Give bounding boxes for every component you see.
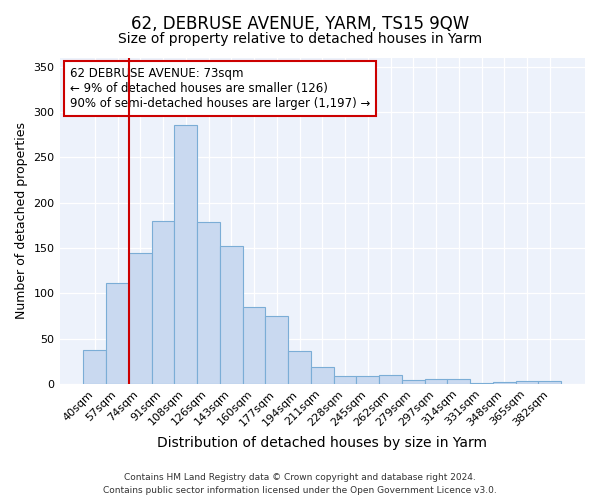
Bar bbox=[356, 376, 379, 384]
Bar bbox=[311, 366, 334, 384]
Bar bbox=[425, 380, 448, 384]
Bar bbox=[538, 381, 561, 384]
Bar bbox=[106, 283, 129, 384]
Bar bbox=[493, 382, 515, 384]
X-axis label: Distribution of detached houses by size in Yarm: Distribution of detached houses by size … bbox=[157, 436, 487, 450]
Text: 62, DEBRUSE AVENUE, YARM, TS15 9QW: 62, DEBRUSE AVENUE, YARM, TS15 9QW bbox=[131, 15, 469, 33]
Text: 62 DEBRUSE AVENUE: 73sqm
← 9% of detached houses are smaller (126)
90% of semi-d: 62 DEBRUSE AVENUE: 73sqm ← 9% of detache… bbox=[70, 68, 370, 110]
Bar bbox=[402, 380, 425, 384]
Bar bbox=[175, 124, 197, 384]
Bar bbox=[448, 380, 470, 384]
Bar bbox=[334, 376, 356, 384]
Bar bbox=[129, 254, 152, 384]
Bar bbox=[242, 307, 265, 384]
Text: Size of property relative to detached houses in Yarm: Size of property relative to detached ho… bbox=[118, 32, 482, 46]
Bar bbox=[220, 246, 242, 384]
Bar bbox=[470, 383, 493, 384]
Bar bbox=[197, 222, 220, 384]
Bar bbox=[515, 381, 538, 384]
Bar bbox=[288, 351, 311, 384]
Bar bbox=[379, 375, 402, 384]
Bar bbox=[83, 350, 106, 384]
Text: Contains HM Land Registry data © Crown copyright and database right 2024.
Contai: Contains HM Land Registry data © Crown c… bbox=[103, 474, 497, 495]
Y-axis label: Number of detached properties: Number of detached properties bbox=[15, 122, 28, 319]
Bar bbox=[152, 220, 175, 384]
Bar bbox=[265, 316, 288, 384]
